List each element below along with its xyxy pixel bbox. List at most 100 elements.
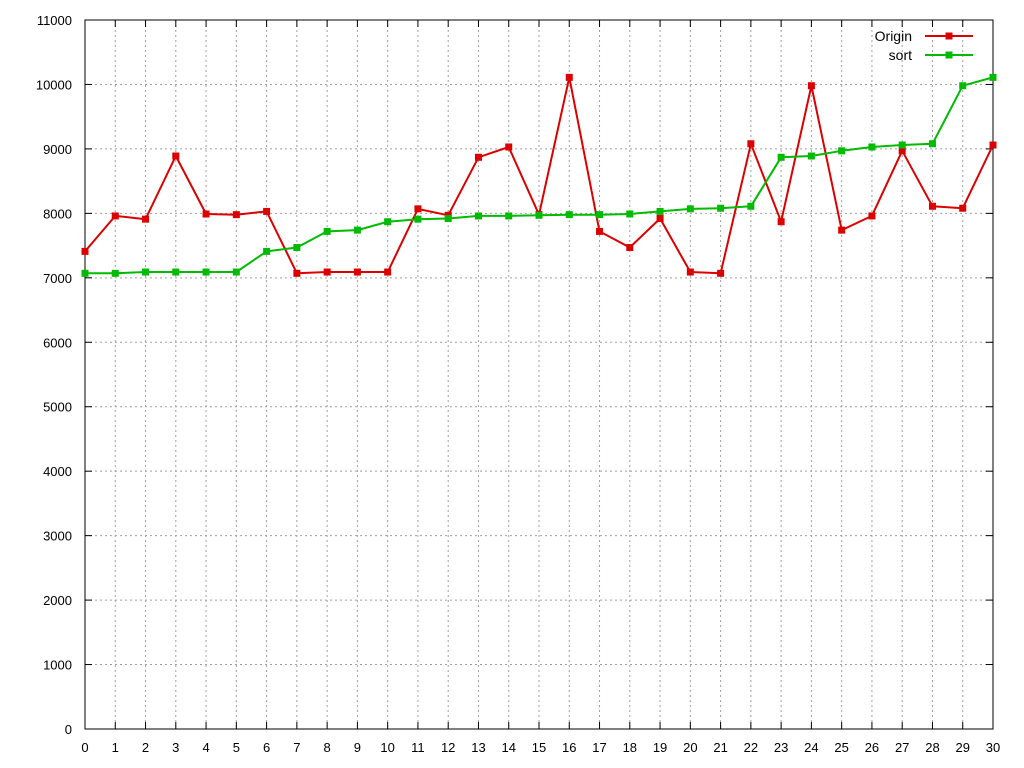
- x-tick-label: 9: [354, 740, 361, 755]
- y-tick-label: 5000: [43, 400, 72, 415]
- y-tick-label: 6000: [43, 335, 72, 350]
- data-point-sort: [565, 211, 573, 219]
- data-point-origin: [959, 204, 967, 212]
- data-point-sort: [263, 247, 271, 255]
- data-point-origin: [565, 73, 573, 81]
- y-tick-label: 1000: [43, 658, 72, 673]
- data-point-sort: [747, 202, 755, 210]
- data-point-sort: [868, 143, 876, 151]
- data-point-sort: [444, 215, 452, 223]
- data-point-sort: [898, 141, 906, 149]
- data-point-sort: [656, 207, 664, 215]
- x-tick-label: 29: [955, 740, 969, 755]
- x-tick-label: 30: [986, 740, 1000, 755]
- axis-ticks: 0 1000 2000 3000 4000 5000 6000 7000 8000 9000 100…: [36, 13, 1000, 755]
- data-point-sort: [293, 244, 301, 252]
- x-tick-label: 23: [774, 740, 788, 755]
- x-tick-label: 8: [324, 740, 331, 755]
- data-point-sort: [928, 140, 936, 148]
- data-point-origin: [384, 268, 392, 276]
- legend-label-sort: sort: [889, 47, 912, 63]
- data-point-origin: [111, 212, 119, 220]
- x-tick-label: 5: [233, 740, 240, 755]
- data-point-origin: [505, 143, 513, 151]
- x-tick-label: 15: [532, 740, 546, 755]
- x-tick-label: 21: [713, 740, 727, 755]
- data-point-sort: [232, 268, 240, 276]
- data-point-sort: [686, 205, 694, 213]
- x-tick-label: 24: [804, 740, 818, 755]
- data-point-origin: [928, 202, 936, 210]
- x-tick-label: 18: [623, 740, 637, 755]
- data-point-origin: [596, 227, 604, 235]
- x-tick-label: 10: [380, 740, 394, 755]
- data-point-origin: [353, 268, 361, 276]
- y-tick-label: 4000: [43, 464, 72, 479]
- x-tick-label: 13: [471, 740, 485, 755]
- data-point-origin: [656, 215, 664, 223]
- legend: Origin sort: [875, 28, 973, 63]
- data-point-origin: [807, 82, 815, 90]
- data-point-sort: [777, 153, 785, 161]
- x-tick-label: 6: [263, 740, 270, 755]
- x-tick-label: 27: [895, 740, 909, 755]
- data-point-sort: [717, 204, 725, 212]
- x-tick-label: 12: [441, 740, 455, 755]
- data-point-sort: [111, 269, 119, 277]
- data-point-origin: [777, 218, 785, 226]
- data-point-origin: [474, 153, 482, 161]
- x-tick-label: 16: [562, 740, 576, 755]
- data-point-origin: [232, 211, 240, 219]
- x-tick-label: 22: [744, 740, 758, 755]
- x-tick-label: 2: [142, 740, 149, 755]
- data-point-origin: [717, 269, 725, 277]
- y-tick-label: 2000: [43, 593, 72, 608]
- y-tick-label: 9000: [43, 142, 72, 157]
- data-point-sort: [807, 152, 815, 160]
- data-point-origin: [989, 141, 997, 149]
- data-point-sort: [142, 268, 150, 276]
- data-point-origin: [747, 140, 755, 148]
- data-point-sort: [626, 210, 634, 218]
- series-layer: [81, 73, 997, 277]
- x-tick-label: 14: [501, 740, 515, 755]
- x-tick-label: 26: [865, 740, 879, 755]
- data-point-origin: [626, 244, 634, 252]
- x-tick-label: 3: [172, 740, 179, 755]
- data-point-origin: [142, 215, 150, 223]
- x-tick-label: 19: [653, 740, 667, 755]
- data-point-origin: [686, 268, 694, 276]
- y-tick-label: 10000: [36, 77, 72, 92]
- data-point-sort: [202, 268, 210, 276]
- x-tick-label: 11: [411, 740, 425, 755]
- data-point-origin: [172, 152, 180, 160]
- y-tick-label: 0: [65, 722, 72, 737]
- data-point-sort: [989, 73, 997, 81]
- data-point-origin: [838, 226, 846, 234]
- x-tick-label: 25: [834, 740, 848, 755]
- data-point-sort: [323, 227, 331, 235]
- y-tick-label: 11000: [37, 13, 72, 28]
- x-tick-label: 4: [202, 740, 209, 755]
- data-point-origin: [293, 269, 301, 277]
- y-tick-label: 3000: [43, 529, 72, 544]
- data-point-origin: [898, 147, 906, 155]
- grid: [85, 20, 993, 729]
- data-point-sort: [505, 212, 513, 220]
- x-tick-label: 17: [592, 740, 606, 755]
- data-point-sort: [353, 226, 361, 234]
- legend-label-origin: Origin: [875, 28, 912, 44]
- data-point-origin: [263, 207, 271, 215]
- data-point-sort: [384, 218, 392, 226]
- y-tick-label: 7000: [43, 271, 72, 286]
- plot-frame: [84, 19, 994, 730]
- legend-marker-origin: [945, 32, 953, 40]
- data-point-origin: [81, 247, 89, 255]
- data-point-origin: [202, 210, 210, 218]
- y-tick-label: 8000: [43, 206, 72, 221]
- data-point-sort: [414, 215, 422, 223]
- data-point-sort: [535, 211, 543, 219]
- data-point-origin: [868, 212, 876, 220]
